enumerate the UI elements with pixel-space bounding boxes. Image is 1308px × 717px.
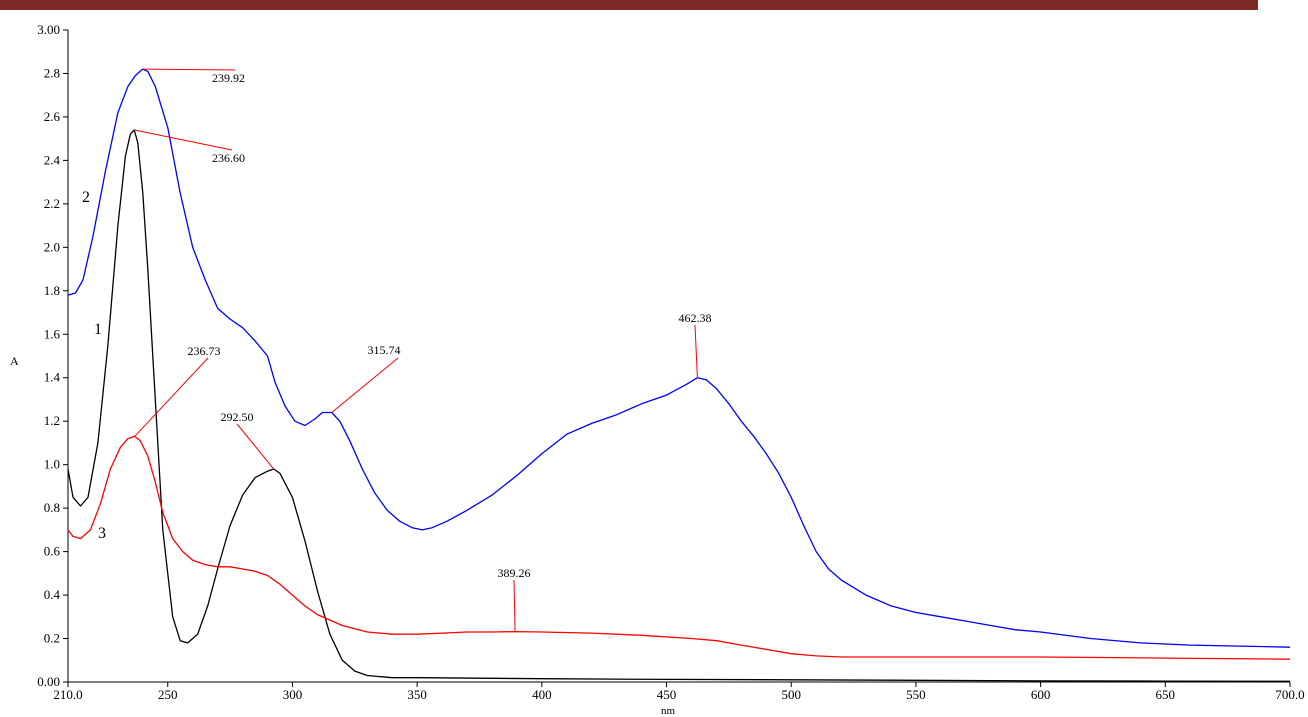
peak-label: 236.73: [188, 344, 221, 358]
y-tick-label: 1.8: [44, 283, 60, 298]
y-tick-label: 0.8: [44, 500, 60, 515]
x-axis-ticks: 210.0 250 300 350 400 450 500 550 600 650 700.0: [53, 682, 1305, 702]
series-line-2: [67, 68, 1291, 648]
peak-label: 315.74: [368, 343, 401, 357]
y-axis-title: A: [10, 354, 19, 368]
y-tick-label: 2.6: [44, 109, 61, 124]
peak-label: 239.92: [212, 71, 245, 85]
header-band: [0, 0, 1258, 10]
y-tick-label: 1.4: [44, 370, 61, 385]
annotation-leader: [134, 357, 209, 437]
x-tick-label: 300: [283, 687, 303, 702]
series-layer: [67, 68, 1291, 682]
x-tick-label: 700.0: [1275, 687, 1304, 702]
curve-labels: 1 2 3: [82, 189, 106, 542]
x-tick-label: 500: [781, 687, 801, 702]
x-tick-label: 350: [407, 687, 427, 702]
x-tick-label: 650: [1156, 687, 1176, 702]
y-tick-label: 3.00: [37, 22, 60, 37]
curve-label-3: 3: [98, 525, 106, 542]
curve-label-2: 2: [82, 189, 90, 206]
x-tick-label: 210.0: [53, 687, 82, 702]
y-tick-label: 1.2: [44, 413, 60, 428]
x-tick-label: 450: [657, 687, 677, 702]
annotation-leader: [331, 357, 399, 413]
y-tick-label: 1.0: [44, 457, 60, 472]
annotation-leader: [236, 423, 275, 470]
series-line-3: [67, 435, 1291, 660]
y-tick-label: 0.2: [44, 631, 60, 646]
peak-label: 389.26: [498, 566, 531, 580]
annotation-leader: [134, 129, 233, 151]
y-tick-label: 2.4: [44, 152, 61, 167]
x-tick-label: 600: [1031, 687, 1051, 702]
y-tick-label: 0.00: [37, 674, 60, 689]
y-tick-label: 2.2: [44, 196, 60, 211]
annotation-leader: [694, 324, 698, 378]
annotation-leader: [513, 579, 516, 632]
y-tick-label: 0.4: [44, 587, 61, 602]
y-tick-label: 1.6: [44, 326, 61, 341]
y-tick-label: 2.0: [44, 239, 60, 254]
curve-label-1: 1: [94, 321, 102, 338]
series-line-1: [67, 129, 1291, 682]
peak-annotations: 239.92 236.60 315.74 462.38 236.73 292.50 389.…: [134, 68, 712, 632]
y-axis-ticks: 0.00 0.2 0.4 0.6 0.8 1.0 1.2 1.4 1.6 1.8 2.0 2.2 2.4…: [37, 22, 68, 689]
x-tick-label: 400: [532, 687, 552, 702]
annotation-leader: [142, 68, 236, 71]
x-tick-label: 250: [158, 687, 178, 702]
x-axis-title: nm: [661, 705, 676, 717]
x-tick-label: 550: [906, 687, 926, 702]
peak-label: 462.38: [679, 311, 712, 325]
y-tick-label: 0.6: [44, 544, 61, 559]
peak-label: 236.60: [212, 151, 245, 165]
peak-label: 292.50: [221, 410, 254, 424]
y-tick-label: 2.8: [44, 65, 60, 80]
